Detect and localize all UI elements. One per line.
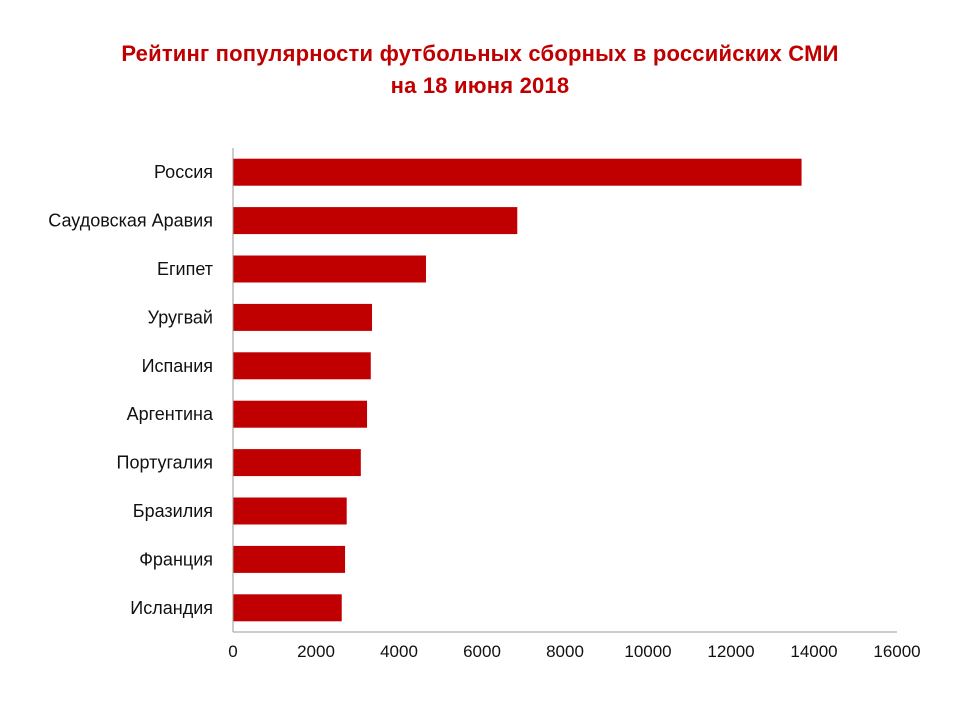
tick-labels-group: 0 2000 4000 6000 8000 10000 12000 14000 16000 — [228, 642, 920, 661]
category-label-4: Испания — [142, 356, 213, 376]
bar-3 — [233, 303, 373, 331]
category-label-7: Бразилия — [133, 501, 213, 521]
x-tick-label-4: 8000 — [546, 642, 584, 661]
category-labels-group: Россия Саудовская Аравия Египет Уругвай Испа… — [48, 162, 214, 618]
bar-7 — [233, 497, 347, 525]
chart-title-block: Рейтинг популярности футбольных сборных … — [0, 38, 960, 102]
bar-8 — [233, 545, 346, 573]
chart-subtitle: на 18 июня 2018 — [390, 73, 570, 98]
bar-1 — [233, 207, 518, 235]
bar-0 — [233, 158, 802, 186]
x-tick-label-7: 14000 — [790, 642, 837, 661]
x-tick-label-5: 10000 — [624, 642, 671, 661]
category-label-1: Саудовская Аравия — [48, 211, 213, 231]
category-label-8: Франция — [139, 549, 213, 569]
chart-title: Рейтинг популярности футбольных сборных … — [121, 41, 839, 66]
x-tick-label-6: 12000 — [707, 642, 754, 661]
category-label-0: Россия — [154, 162, 213, 182]
category-label-2: Египет — [157, 259, 213, 279]
category-label-6: Португалия — [117, 453, 214, 473]
category-label-5: Аргентина — [127, 404, 214, 424]
bars-group — [233, 158, 802, 622]
bar-5 — [233, 400, 368, 428]
bar-4 — [233, 352, 371, 380]
category-label-9: Исландия — [130, 598, 213, 618]
x-tick-label-2: 4000 — [380, 642, 418, 661]
bar-2 — [233, 255, 426, 283]
x-tick-label-0: 0 — [228, 642, 237, 661]
x-tick-label-3: 6000 — [463, 642, 501, 661]
bar-6 — [233, 449, 361, 477]
bar-9 — [233, 594, 342, 622]
x-tick-label-1: 2000 — [297, 642, 335, 661]
x-tick-label-8: 16000 — [873, 642, 920, 661]
category-label-3: Уругвай — [148, 307, 213, 327]
